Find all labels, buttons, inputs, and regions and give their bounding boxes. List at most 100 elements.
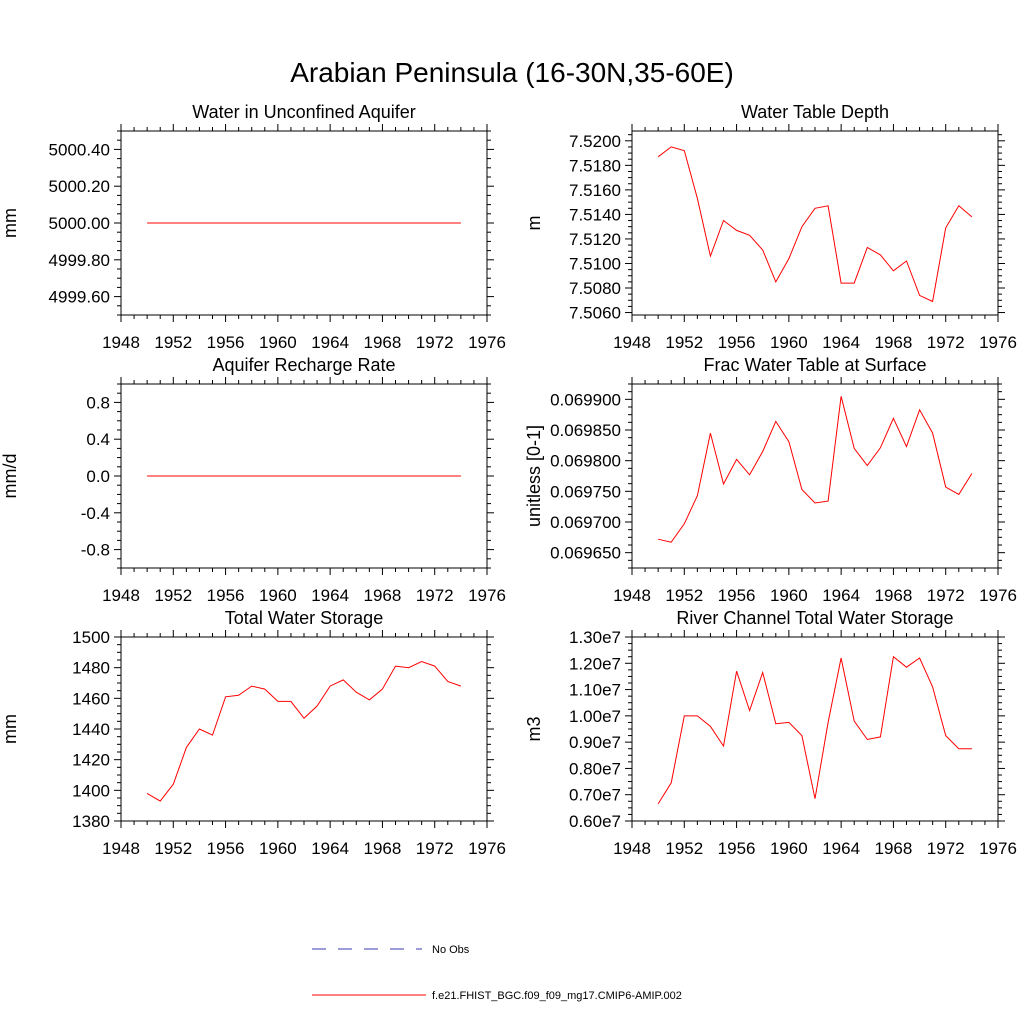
x-tick-label: 1968 xyxy=(364,333,402,352)
series-line xyxy=(657,655,972,805)
y-tick-label: 0.90e7 xyxy=(569,733,621,752)
x-tick-label: 1972 xyxy=(416,586,454,605)
x-tick-label: 1952 xyxy=(154,586,192,605)
y-tick-label: 1480 xyxy=(72,659,110,678)
x-tick-label: 1948 xyxy=(102,586,140,605)
y-tick-label: 0.069700 xyxy=(550,513,621,532)
y-tick-label: 1.00e7 xyxy=(569,707,621,726)
x-tick-label: 1948 xyxy=(102,333,140,352)
y-axis-label: unitless [0-1] xyxy=(524,425,544,527)
x-tick-label: 1948 xyxy=(102,839,140,858)
x-tick-label: 1952 xyxy=(665,839,703,858)
plot-frame xyxy=(631,636,999,822)
panel-title: Frac Water Table at Surface xyxy=(703,355,926,375)
panel-title: Aquifer Recharge Rate xyxy=(212,355,395,375)
y-tick-label: 7.5180 xyxy=(569,156,621,175)
panel-4: Frac Water Table at Surface unitless [0-1… xyxy=(524,355,1017,605)
y-tick-label: 0.069900 xyxy=(550,390,621,409)
x-tick-label: 1964 xyxy=(311,333,349,352)
y-tick-label: 5000.40 xyxy=(49,140,110,159)
x-tick-label: 1972 xyxy=(927,839,965,858)
x-tick-label: 1956 xyxy=(718,839,756,858)
x-tick-label: 1956 xyxy=(207,333,245,352)
x-tick-label: 1972 xyxy=(927,586,965,605)
x-tick-label: 1960 xyxy=(770,586,808,605)
x-tick-label: 1968 xyxy=(364,586,402,605)
x-tick-label: 1952 xyxy=(665,333,703,352)
x-tick-label: 1972 xyxy=(927,333,965,352)
x-tick-label: 1960 xyxy=(259,333,297,352)
x-tick-label: 1964 xyxy=(822,586,860,605)
x-tick-label: 1952 xyxy=(665,586,703,605)
legend: No Obs f.e21.FHIST_BGC.f09_f09_mg17.CMIP… xyxy=(312,944,682,1002)
panel-1: Water in Unconfined Aquifer mm 1948 1952 195… xyxy=(0,102,506,352)
y-tick-label: 0.70e7 xyxy=(569,786,621,805)
y-tick-label: 0.0 xyxy=(86,467,110,486)
x-tick-label: 1964 xyxy=(311,586,349,605)
series-line xyxy=(657,396,973,543)
y-tick-label: 0.069850 xyxy=(550,421,621,440)
x-tick-label: 1952 xyxy=(154,839,192,858)
y-axis-label: mm xyxy=(0,714,20,744)
x-tick-label: 1968 xyxy=(875,333,913,352)
x-tick-label: 1964 xyxy=(311,839,349,858)
x-tick-label: 1948 xyxy=(613,586,651,605)
x-tick-label: 1972 xyxy=(416,333,454,352)
y-axis-label: mm/d xyxy=(0,454,20,499)
y-tick-label: 5000.00 xyxy=(49,214,110,233)
x-tick-label: 1968 xyxy=(875,586,913,605)
panel-3: Aquifer Recharge Rate mm/d 1948 1952 1956 196… xyxy=(0,355,506,605)
y-tick-label: 1400 xyxy=(72,781,110,800)
y-tick-label: -0.8 xyxy=(81,541,110,560)
y-tick-label: 5000.20 xyxy=(49,177,110,196)
figure-title: Arabian Peninsula (16-30N,35-60E) xyxy=(290,57,734,88)
panel-5: Total Water Storage mm 1948 1952 1956 1960 196… xyxy=(0,608,506,858)
legend-label-model: f.e21.FHIST_BGC.f09_f09_mg17.CMIP6-AMIP.… xyxy=(432,990,682,1002)
legend-label-obs: No Obs xyxy=(432,944,470,956)
x-tick-label: 1956 xyxy=(207,586,245,605)
y-tick-label: 0.4 xyxy=(86,430,110,449)
x-tick-label: 1956 xyxy=(718,333,756,352)
panels: Water in Unconfined Aquifer mm 1948 1952 195… xyxy=(0,102,1017,858)
plot-frame xyxy=(120,636,488,822)
y-tick-label: 7.5200 xyxy=(569,132,621,151)
panel-2: Water Table Depth m 1948 1952 1956 1960 1964 19… xyxy=(524,102,1017,352)
panel-title: Water in Unconfined Aquifer xyxy=(192,102,415,122)
x-tick-label: 1960 xyxy=(770,333,808,352)
x-tick-label: 1964 xyxy=(822,333,860,352)
x-tick-label: 1976 xyxy=(979,333,1017,352)
x-tick-label: 1976 xyxy=(468,839,506,858)
series-line xyxy=(657,146,973,303)
panel-title: Total Water Storage xyxy=(225,608,383,628)
y-tick-label: 4999.60 xyxy=(49,288,110,307)
y-tick-label: 7.5100 xyxy=(569,254,621,273)
y-tick-label: 7.5140 xyxy=(569,205,621,224)
y-tick-label: 7.5160 xyxy=(569,181,621,200)
y-tick-label: 0.80e7 xyxy=(569,759,621,778)
x-tick-label: 1976 xyxy=(468,586,506,605)
x-tick-label: 1972 xyxy=(416,839,454,858)
y-tick-label: 7.5080 xyxy=(569,279,621,298)
y-tick-label: 1500 xyxy=(72,628,110,647)
y-tick-label: 0.60e7 xyxy=(569,812,621,831)
x-tick-label: 1956 xyxy=(207,839,245,858)
x-tick-label: 1976 xyxy=(979,586,1017,605)
y-axis-label: m xyxy=(524,216,544,231)
x-tick-label: 1976 xyxy=(468,333,506,352)
y-tick-label: 1.20e7 xyxy=(569,654,621,673)
y-tick-label: 1.10e7 xyxy=(569,681,621,700)
y-tick-label: 1420 xyxy=(72,751,110,770)
series-line xyxy=(146,660,462,802)
y-tick-label: 4999.80 xyxy=(49,251,110,270)
x-tick-label: 1964 xyxy=(822,839,860,858)
x-tick-label: 1948 xyxy=(613,333,651,352)
panel-title: River Channel Total Water Storage xyxy=(676,608,953,628)
y-tick-label: 1440 xyxy=(72,720,110,739)
panel-title: Water Table Depth xyxy=(741,102,889,122)
y-tick-label: 0.069800 xyxy=(550,452,621,471)
x-tick-label: 1968 xyxy=(875,839,913,858)
y-tick-label: 1460 xyxy=(72,689,110,708)
x-tick-label: 1960 xyxy=(770,839,808,858)
y-tick-label: 7.5120 xyxy=(569,230,621,249)
